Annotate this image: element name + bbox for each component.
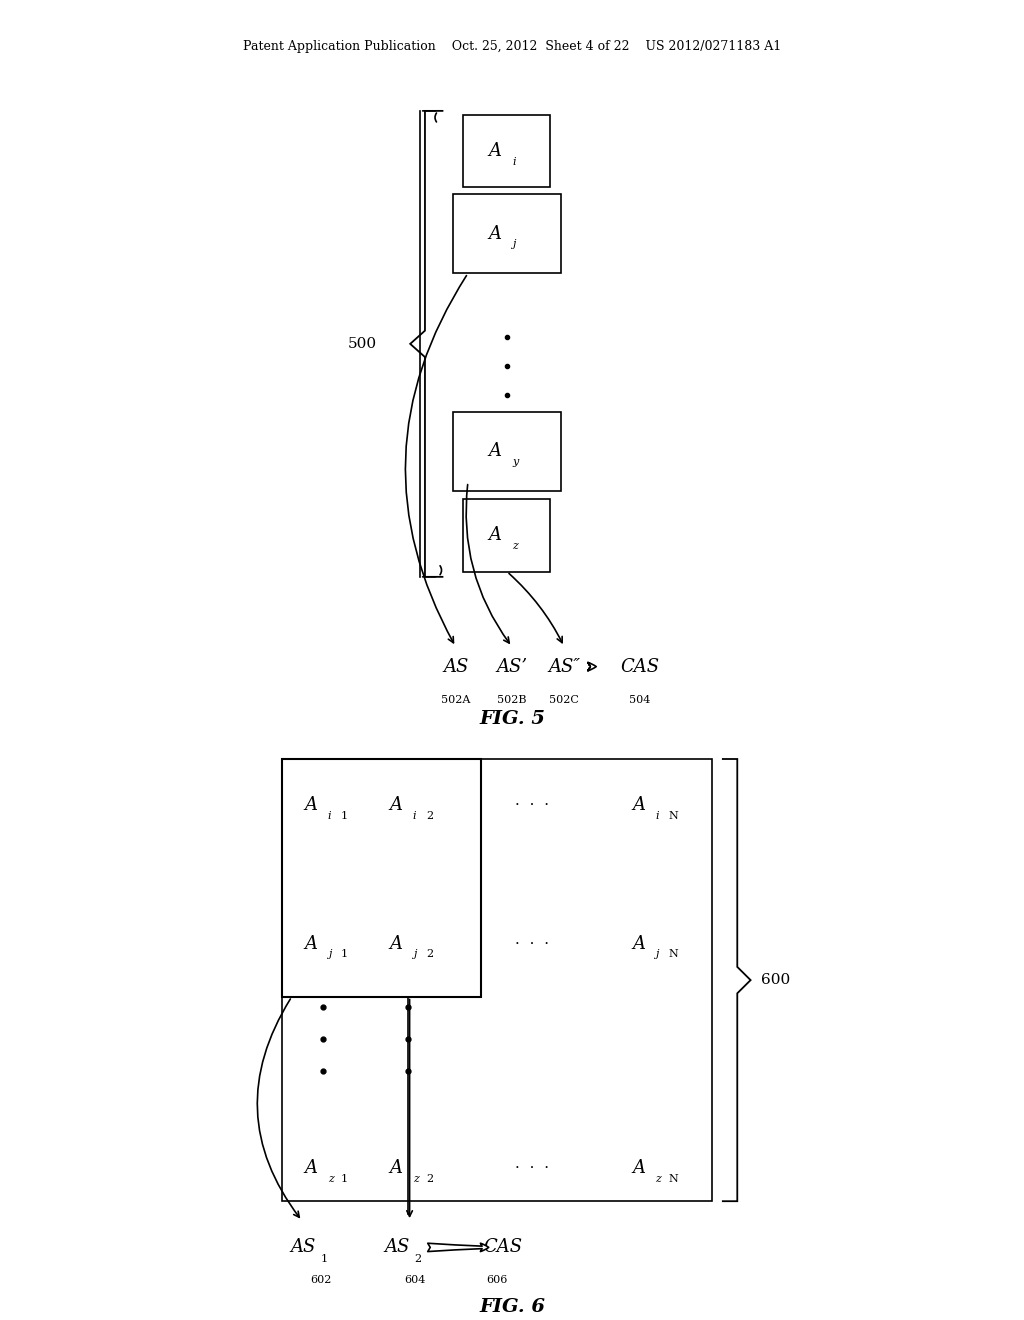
Text: N: N [669, 810, 679, 821]
Text: 606: 606 [486, 1275, 507, 1286]
Text: y: y [512, 457, 518, 467]
Text: z: z [413, 1173, 419, 1184]
Text: 502C: 502C [549, 694, 580, 705]
Text: j: j [655, 949, 658, 960]
Text: i: i [512, 157, 515, 166]
Text: j: j [328, 949, 331, 960]
Text: j: j [512, 239, 515, 249]
Text: 504: 504 [630, 694, 650, 705]
Text: A: A [488, 143, 502, 160]
Text: 1: 1 [341, 949, 348, 960]
Text: 1: 1 [321, 1254, 328, 1265]
Text: A: A [488, 527, 502, 544]
Bar [282, 759, 712, 1201]
Text: j: j [413, 949, 416, 960]
Text: A: A [488, 224, 502, 243]
Text: 1: 1 [341, 810, 348, 821]
Text: 600: 600 [761, 973, 791, 987]
Text: A: A [389, 935, 402, 953]
Text: AS: AS [384, 1238, 410, 1257]
Text: i: i [328, 810, 331, 821]
Text: z: z [328, 1173, 334, 1184]
Text: A: A [632, 796, 645, 814]
Text: AS″: AS″ [548, 657, 581, 676]
Text: Patent Application Publication    Oct. 25, 2012  Sheet 4 of 22    US 2012/027118: Patent Application Publication Oct. 25, … [243, 40, 781, 53]
Text: A: A [632, 1159, 645, 1177]
Text: ·  ·  ·: · · · [515, 937, 550, 950]
Bar [463, 499, 551, 572]
Text: 2: 2 [426, 949, 433, 960]
Text: ·  ·  ·: · · · [515, 799, 550, 812]
Bar [453, 412, 561, 491]
Text: z: z [512, 541, 518, 550]
Text: CAS: CAS [621, 657, 659, 676]
Text: 502A: 502A [441, 694, 470, 705]
Text: CAS: CAS [483, 1238, 522, 1257]
Text: i: i [655, 810, 658, 821]
Text: 2: 2 [426, 810, 433, 821]
Text: 500: 500 [348, 337, 377, 351]
Text: A: A [304, 935, 317, 953]
Text: 2: 2 [426, 1173, 433, 1184]
Text: 1: 1 [341, 1173, 348, 1184]
Bar [282, 759, 481, 997]
Text: z: z [655, 1173, 662, 1184]
Text: N: N [669, 949, 679, 960]
Text: A: A [632, 935, 645, 953]
Text: N: N [669, 1173, 679, 1184]
Text: 604: 604 [404, 1275, 425, 1286]
Text: A: A [304, 1159, 317, 1177]
Text: 602: 602 [310, 1275, 331, 1286]
Text: A: A [304, 796, 317, 814]
Text: A: A [389, 1159, 402, 1177]
Bar [453, 194, 561, 273]
Text: i: i [413, 810, 416, 821]
Text: 2: 2 [415, 1254, 422, 1265]
Text: AS: AS [290, 1238, 315, 1257]
Text: AS’: AS’ [497, 657, 527, 676]
Text: A: A [488, 442, 502, 461]
Text: FIG. 6: FIG. 6 [479, 1298, 545, 1316]
Bar [463, 115, 551, 187]
Text: AS: AS [443, 657, 468, 676]
Text: ·  ·  ·: · · · [515, 1162, 550, 1175]
Text: FIG. 5: FIG. 5 [479, 710, 545, 729]
Text: A: A [389, 796, 402, 814]
Text: 502B: 502B [498, 694, 526, 705]
